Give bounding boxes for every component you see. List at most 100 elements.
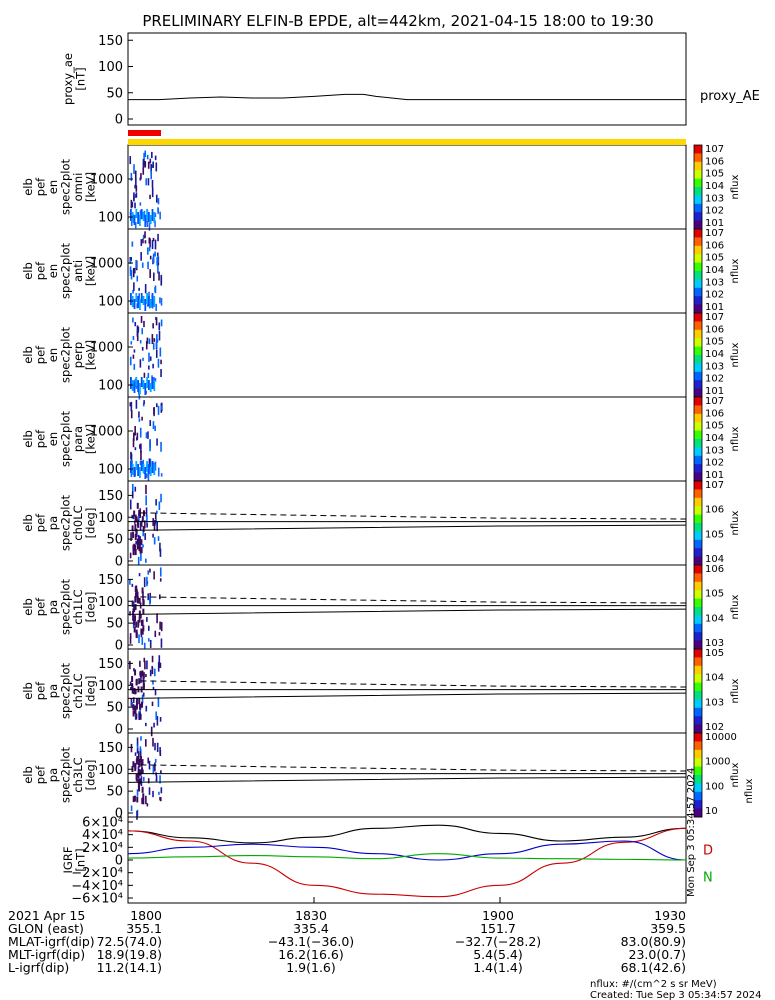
heatmap-cell (154, 155, 157, 161)
colorbar-segment (694, 497, 702, 507)
heatmap-cell (134, 596, 137, 603)
heatmap-cell (148, 352, 150, 362)
footer-row-value: 11.2(14.1) (97, 960, 162, 975)
heatmap-cell (145, 705, 148, 712)
colorbar-tick-label: 101 (705, 470, 724, 481)
heatmap-cell (146, 209, 148, 220)
colorbar-segment (694, 178, 702, 188)
ylabel-line: [keV] (84, 172, 98, 202)
heatmap-cell (145, 484, 147, 495)
heatmap-cell (133, 432, 135, 442)
colorbar-7: 102 103 104 105 nflux (693, 648, 741, 734)
heatmap-cell (139, 508, 142, 518)
heatmap-cell (159, 211, 161, 220)
ytick-label: 100 (98, 595, 123, 610)
colorbar-segment (694, 623, 702, 633)
heatmap-cell (144, 660, 146, 670)
ytick-label: 0 (115, 854, 123, 869)
heatmap-cell (133, 192, 135, 200)
heatmap-cell (156, 257, 158, 266)
yticks-8: 0 50 100 150 (98, 741, 133, 822)
ytick-label: 1000 (90, 425, 123, 440)
colorbar-segment (694, 229, 702, 238)
yticks-0: 0 50 100 150 (98, 34, 133, 128)
heatmap-cell (131, 201, 134, 208)
heatmap-cell (136, 519, 139, 526)
heatmap-cell (131, 676, 134, 683)
colorbar-segment (694, 145, 702, 154)
heatmap-cell (133, 282, 135, 291)
heatmap-cell (142, 158, 145, 167)
heatmap-cell (133, 363, 136, 370)
heatmap-cell (159, 621, 161, 630)
heatmap-cell (160, 493, 162, 503)
loss-cone-line (127, 692, 687, 699)
heatmap-cell (152, 533, 154, 538)
heatmap-cell (137, 597, 140, 604)
heatmap-cell (131, 701, 134, 708)
colorbar-segment (694, 422, 702, 432)
heatmap-cell (129, 636, 132, 644)
heatmap-cell (140, 671, 143, 678)
heatmap-cell (129, 579, 131, 585)
heatmap-cell (143, 577, 146, 588)
heatmap-cell (155, 162, 158, 172)
colorbar-segment (694, 615, 702, 625)
panel-proxy_ae: proxy_AE (127, 32, 760, 126)
heatmap-cell (143, 776, 145, 782)
footer-row-value: 1900 (482, 908, 514, 923)
heatmap-cell (157, 467, 160, 477)
heatmap-cell (133, 467, 136, 477)
yticks-2: 100 1000 (90, 257, 133, 310)
heatmap-cell (134, 604, 137, 611)
ylabel-line: elb (21, 598, 35, 616)
heatmap-cell (151, 334, 154, 344)
ylabel-line: [nT] (74, 848, 88, 871)
colorbar-segment (694, 245, 702, 255)
heatmap-cell (150, 164, 152, 174)
panel-pa_spec_ch2LC (127, 648, 687, 737)
heatmap-cell (151, 655, 154, 663)
heatmap-cell (137, 759, 140, 766)
heatmap-cell (148, 638, 150, 642)
colorbar-segment (694, 455, 702, 465)
heatmap-cell (148, 222, 151, 231)
heatmap-cell (143, 642, 146, 649)
heatmap-cell (131, 687, 134, 694)
footer-row-value: −32.7(−28.2) (455, 934, 541, 949)
ytick-label: 150 (98, 741, 123, 756)
heatmap-cell (132, 317, 134, 323)
heatmap-cell (130, 453, 133, 460)
heatmap-cell (148, 247, 151, 252)
colorbar-tick-label: 104 (705, 673, 724, 684)
heatmap-pixels (129, 150, 161, 231)
heatmap-cell (159, 542, 161, 552)
igrf-series-line-3 (127, 853, 687, 861)
footer-row-value: 335.4 (293, 921, 329, 936)
heatmap-cell (145, 739, 147, 747)
heatmap-cell (138, 610, 141, 617)
colorbar-tick-label: 105 (705, 169, 724, 180)
ylabel-line: pa (46, 768, 60, 782)
heatmap-cell (132, 796, 135, 803)
panel-en_spec_anti (127, 228, 687, 314)
heatmap-cell (135, 773, 138, 780)
heatmap-cell (143, 210, 146, 218)
heatmap-cell (141, 670, 144, 677)
yticks-7: 0 50 100 150 (98, 657, 133, 738)
heatmap-cell (154, 668, 156, 677)
ytick-label: 2×10⁴ (82, 841, 123, 856)
heatmap-cell (145, 341, 148, 350)
colorbar-segment (694, 489, 702, 499)
heatmap-cell (132, 354, 135, 359)
heatmap-cell (140, 377, 143, 387)
colorbar-tick-label: 106 (705, 324, 724, 335)
heatmap-cell (132, 289, 134, 294)
colorbar-segment (694, 296, 702, 306)
colorbar-tick-label: 106 (705, 240, 724, 251)
heatmap-cell (155, 338, 158, 348)
ylabel-line: [deg] (84, 592, 98, 623)
footer-row-label: MLT-igrf(dip) (8, 947, 85, 962)
